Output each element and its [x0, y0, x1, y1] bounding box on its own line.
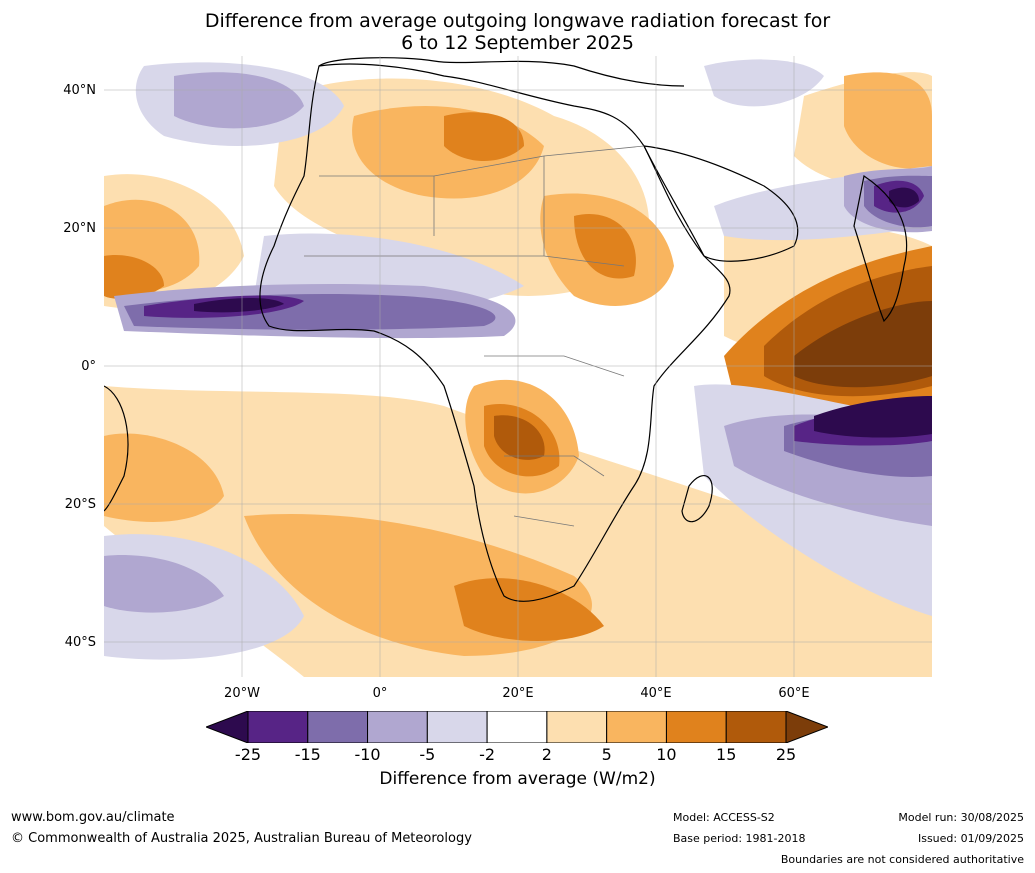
colorbar-segment	[367, 711, 428, 743]
map-title: Difference from average outgoing longwav…	[0, 10, 1035, 54]
colorbar-segment	[426, 711, 488, 743]
lon-label-20w: 20°W	[224, 686, 260, 701]
base-period-text: Base period: 1981-2018	[673, 832, 806, 845]
colorbar-segment	[486, 711, 548, 743]
lon-label-0: 0°	[372, 686, 388, 701]
colorbar-tick-label: 25	[775, 745, 797, 764]
colorbar-tick-label: -10	[354, 745, 381, 764]
colorbar-segment	[725, 711, 787, 743]
colorbar-segment	[665, 711, 727, 743]
lat-label-40n: 40°N	[63, 83, 96, 98]
lat-label-0: 0°	[81, 359, 96, 374]
colorbar-segment	[546, 711, 608, 743]
copyright-text: © Commonwealth of Australia 2025, Austra…	[11, 831, 472, 846]
website-text: www.bom.gov.au/climate	[11, 810, 175, 825]
title-line-2: 6 to 12 September 2025	[401, 32, 634, 54]
colorbar-tick-label: 15	[716, 745, 737, 764]
lon-label-60e: 60°E	[778, 686, 810, 701]
colorbar-extend-low	[206, 711, 249, 743]
colorbar-tick-label: -2	[479, 745, 496, 764]
colorbar-segment	[247, 711, 309, 743]
olr-anomaly-map	[104, 56, 932, 677]
colorbar-tick-label: -15	[294, 745, 321, 764]
model-text: Model: ACCESS-S2	[673, 811, 775, 824]
lon-label-40e: 40°E	[640, 686, 672, 701]
colorbar-extend-high	[785, 711, 828, 743]
colorbar-tick-label: 2	[541, 745, 552, 764]
colorbar-tick-label: 5	[601, 745, 612, 764]
lat-label-40s: 40°S	[64, 635, 96, 650]
colorbar-tick-label: 10	[656, 745, 677, 764]
colorbar	[206, 711, 828, 743]
title-line-1: Difference from average outgoing longwav…	[204, 10, 831, 32]
lat-label-20n: 20°N	[63, 221, 96, 236]
colorbar-title: Difference from average (W/m2)	[379, 769, 656, 789]
colorbar-segment	[307, 711, 369, 743]
lat-label-20s: 20°S	[64, 497, 96, 512]
colorbar-tick-label: -5	[419, 745, 436, 764]
colorbar-segment	[606, 711, 667, 743]
colorbar-tick-label: -25	[234, 745, 262, 764]
model-run-text: Model run: 30/08/2025	[898, 811, 1024, 824]
lon-label-20e: 20°E	[502, 686, 534, 701]
disclaimer-text: Boundaries are not considered authoritat…	[780, 853, 1024, 866]
issued-text: Issued: 01/09/2025	[917, 832, 1024, 845]
